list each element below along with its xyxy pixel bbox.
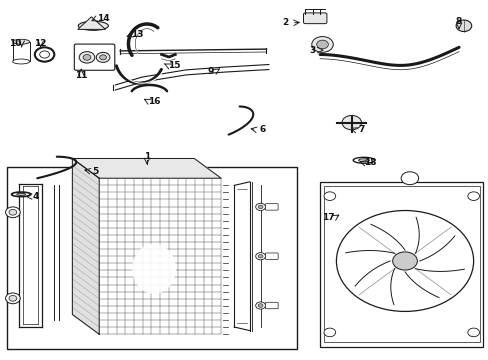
Circle shape [5,207,20,218]
Text: 3: 3 [309,46,315,55]
Text: 8: 8 [455,17,461,26]
Text: 1: 1 [143,152,150,161]
Text: 6: 6 [260,125,265,134]
Circle shape [79,51,95,63]
Circle shape [96,52,110,62]
Text: 12: 12 [34,39,47,48]
Text: 13: 13 [131,30,143,39]
Circle shape [467,192,479,201]
Text: 4: 4 [33,192,39,201]
Ellipse shape [17,193,25,195]
Ellipse shape [132,244,176,294]
Text: 14: 14 [97,14,109,23]
FancyBboxPatch shape [303,13,326,24]
Text: 5: 5 [92,167,99,176]
Circle shape [316,40,328,49]
Circle shape [255,203,265,211]
Circle shape [455,20,471,32]
Polygon shape [72,158,221,178]
Text: 18: 18 [363,158,376,167]
Polygon shape [78,17,105,30]
Circle shape [258,205,263,209]
Ellipse shape [13,59,30,64]
Text: 11: 11 [75,71,87,80]
Circle shape [9,296,17,301]
FancyBboxPatch shape [74,44,115,70]
Ellipse shape [358,159,368,162]
Bar [320,182,483,347]
Polygon shape [72,158,99,334]
Text: 2: 2 [282,18,288,27]
Circle shape [100,55,106,60]
FancyBboxPatch shape [265,253,278,260]
Circle shape [5,293,20,304]
Circle shape [400,172,418,185]
Ellipse shape [13,39,30,44]
Circle shape [336,211,473,311]
Circle shape [392,252,417,270]
Circle shape [258,304,263,307]
Bar [6,167,296,348]
Circle shape [9,210,17,215]
Text: 17: 17 [322,213,334,222]
Text: 9: 9 [207,67,213,76]
Text: 16: 16 [148,96,160,105]
Bar [324,186,479,342]
Circle shape [341,116,361,130]
Text: 7: 7 [358,125,364,134]
Text: 10: 10 [9,39,21,48]
FancyBboxPatch shape [265,204,278,210]
Circle shape [83,54,91,60]
FancyBboxPatch shape [265,302,278,309]
Circle shape [324,328,335,337]
Circle shape [255,253,265,260]
Ellipse shape [352,157,374,163]
Bar [13,42,30,62]
Circle shape [467,328,479,337]
Circle shape [40,51,49,58]
Circle shape [324,192,335,201]
Circle shape [35,47,54,62]
Text: 15: 15 [167,61,180,70]
Ellipse shape [12,192,31,197]
Circle shape [311,37,332,52]
Circle shape [255,302,265,309]
Circle shape [258,255,263,258]
Ellipse shape [78,21,108,30]
